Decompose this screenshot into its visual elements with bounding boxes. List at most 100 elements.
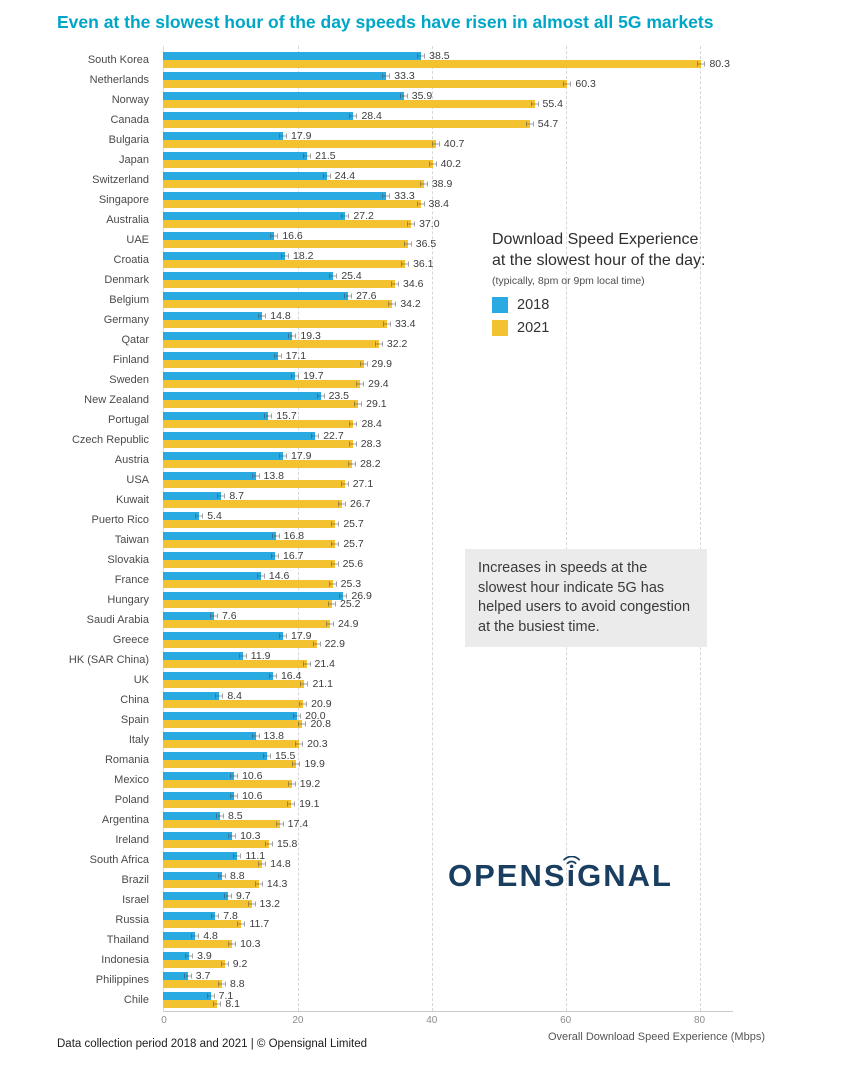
bar-pair: 17.9 28.2 [163,450,733,469]
bar-line-2021: 25.7 [163,539,733,549]
error-whisker [206,993,215,999]
bar-pair: 23.5 29.1 [163,391,733,409]
x-axis-title: Overall Download Speed Experience (Mbps) [547,1031,765,1043]
legend-title-line2: at the slowest hour of the day: [492,251,706,269]
error-whisker [209,613,218,619]
bar-line-2018: 21.5 [163,151,733,161]
bar-2021 [163,660,311,668]
x-tick-label: 20 [292,1015,304,1026]
bar-pair: 35.9 55.4 [163,91,733,109]
country-row: Argentina 8.5 17.4 [0,810,850,830]
bar-2021 [163,60,706,68]
bar-pair: 28.4 54.7 [163,111,733,129]
value-label-2021: 34.6 [403,278,424,290]
bar-2021 [163,820,284,828]
error-whisker [233,853,242,859]
legend-subtitle: (typically, 8pm or 9pm local time) [492,274,645,287]
bar-2021 [163,580,337,588]
value-label-2021: 14.3 [266,878,288,890]
bar-pair: 11.1 14.8 [163,850,733,869]
value-label-2018: 17.9 [291,450,312,462]
legend: Download Speed Experience at the slowest… [492,230,705,343]
country-label: Czech Republic [71,434,149,446]
bar-2021 [163,500,347,508]
bar-2018 [163,632,288,640]
bar-line-2021: 29.9 [163,358,733,370]
error-whisker [291,373,300,379]
country-label: Singapore [98,194,149,206]
error-whisker [328,581,337,587]
bar-line-2021: 29.4 [163,379,733,389]
error-whisker [251,473,260,479]
country-row: Brazil 8.8 14.3 [0,870,850,890]
value-label-2021: 38.4 [428,198,449,210]
bar-line-2018: 10.3 [163,831,733,841]
bar-line-2021: 28.2 [163,459,733,469]
value-label-2021: 24.9 [337,618,359,630]
country-row: Israel 9.7 13.2 [0,890,850,910]
bar-2018 [163,932,200,940]
country-row: Puerto Rico 5.4 25.7 [0,510,850,530]
error-whisker [287,781,296,787]
country-label: USA [126,474,149,486]
bar-line-2021: 29.1 [163,399,733,409]
bar-line-2021: 24.9 [163,618,733,630]
value-label-2018: 14.8 [270,310,291,322]
error-whisker [299,701,308,707]
bar-pair: 17.9 40.7 [163,131,733,149]
legend-swatch-2018 [492,296,508,313]
bar-2021 [163,980,226,988]
bar-2021 [163,680,309,688]
bar-line-2018: 22.7 [163,430,733,442]
bar-line-2021: 25.7 [163,519,733,529]
country-label: Romania [104,754,149,766]
country-row: Japan 21.5 40.2 [0,150,850,170]
bar-2021 [163,520,340,528]
country-row: Greece 17.9 22.9 [0,630,850,650]
bar-pair: 7.8 11.7 [163,911,733,929]
bar-2018 [163,892,233,900]
bar-2018 [163,852,242,860]
country-label: Austria [114,454,149,466]
value-label-2021: 15.8 [276,838,298,850]
logo-i-char: ı [566,858,578,893]
value-label-2018: 19.7 [303,370,324,382]
bar-2021 [163,180,428,188]
country-label: Argentina [101,814,149,826]
value-label-2018: 19.3 [300,330,321,342]
bar-pair: 13.8 27.1 [163,471,733,489]
bar-pair: 16.6 36.5 [163,231,733,249]
bar-line-2018: 4.8 [163,931,733,941]
value-label-2021: 29.9 [371,358,392,370]
value-label-2021: 20.9 [311,698,332,710]
bar-line-2021: 8.1 [163,998,733,1010]
error-whisker [330,561,339,567]
bar-line-2021: 15.8 [163,838,733,850]
error-whisker [264,841,273,847]
bar-2018 [163,152,312,160]
error-whisker [185,953,194,959]
bar-2021 [163,460,357,468]
error-whisker [247,901,256,907]
error-whisker [348,461,357,467]
value-label-2018: 8.7 [229,490,244,502]
bar-line-2021: 19.9 [163,759,733,769]
value-label-2018: 11.1 [245,850,266,862]
value-label-2021: 22.9 [324,638,345,650]
error-whisker [316,393,325,399]
value-label-2018: 24.4 [334,170,356,182]
error-whisker [431,141,440,147]
bar-line-2018: 14.8 [163,310,733,322]
country-label: Netherlands [89,74,149,86]
error-whisker [354,401,363,407]
value-label-2021: 9.2 [232,958,248,970]
error-whisker [228,941,237,947]
value-label-2018: 22.7 [323,430,344,442]
error-whisker [349,113,358,119]
value-label-2021: 8.1 [225,998,240,1010]
error-whisker [388,301,397,307]
value-label-2021: 10.3 [240,938,261,950]
error-whisker [382,73,391,79]
country-row: Croatia 18.2 36.1 [0,250,850,270]
country-label: China [120,694,149,706]
